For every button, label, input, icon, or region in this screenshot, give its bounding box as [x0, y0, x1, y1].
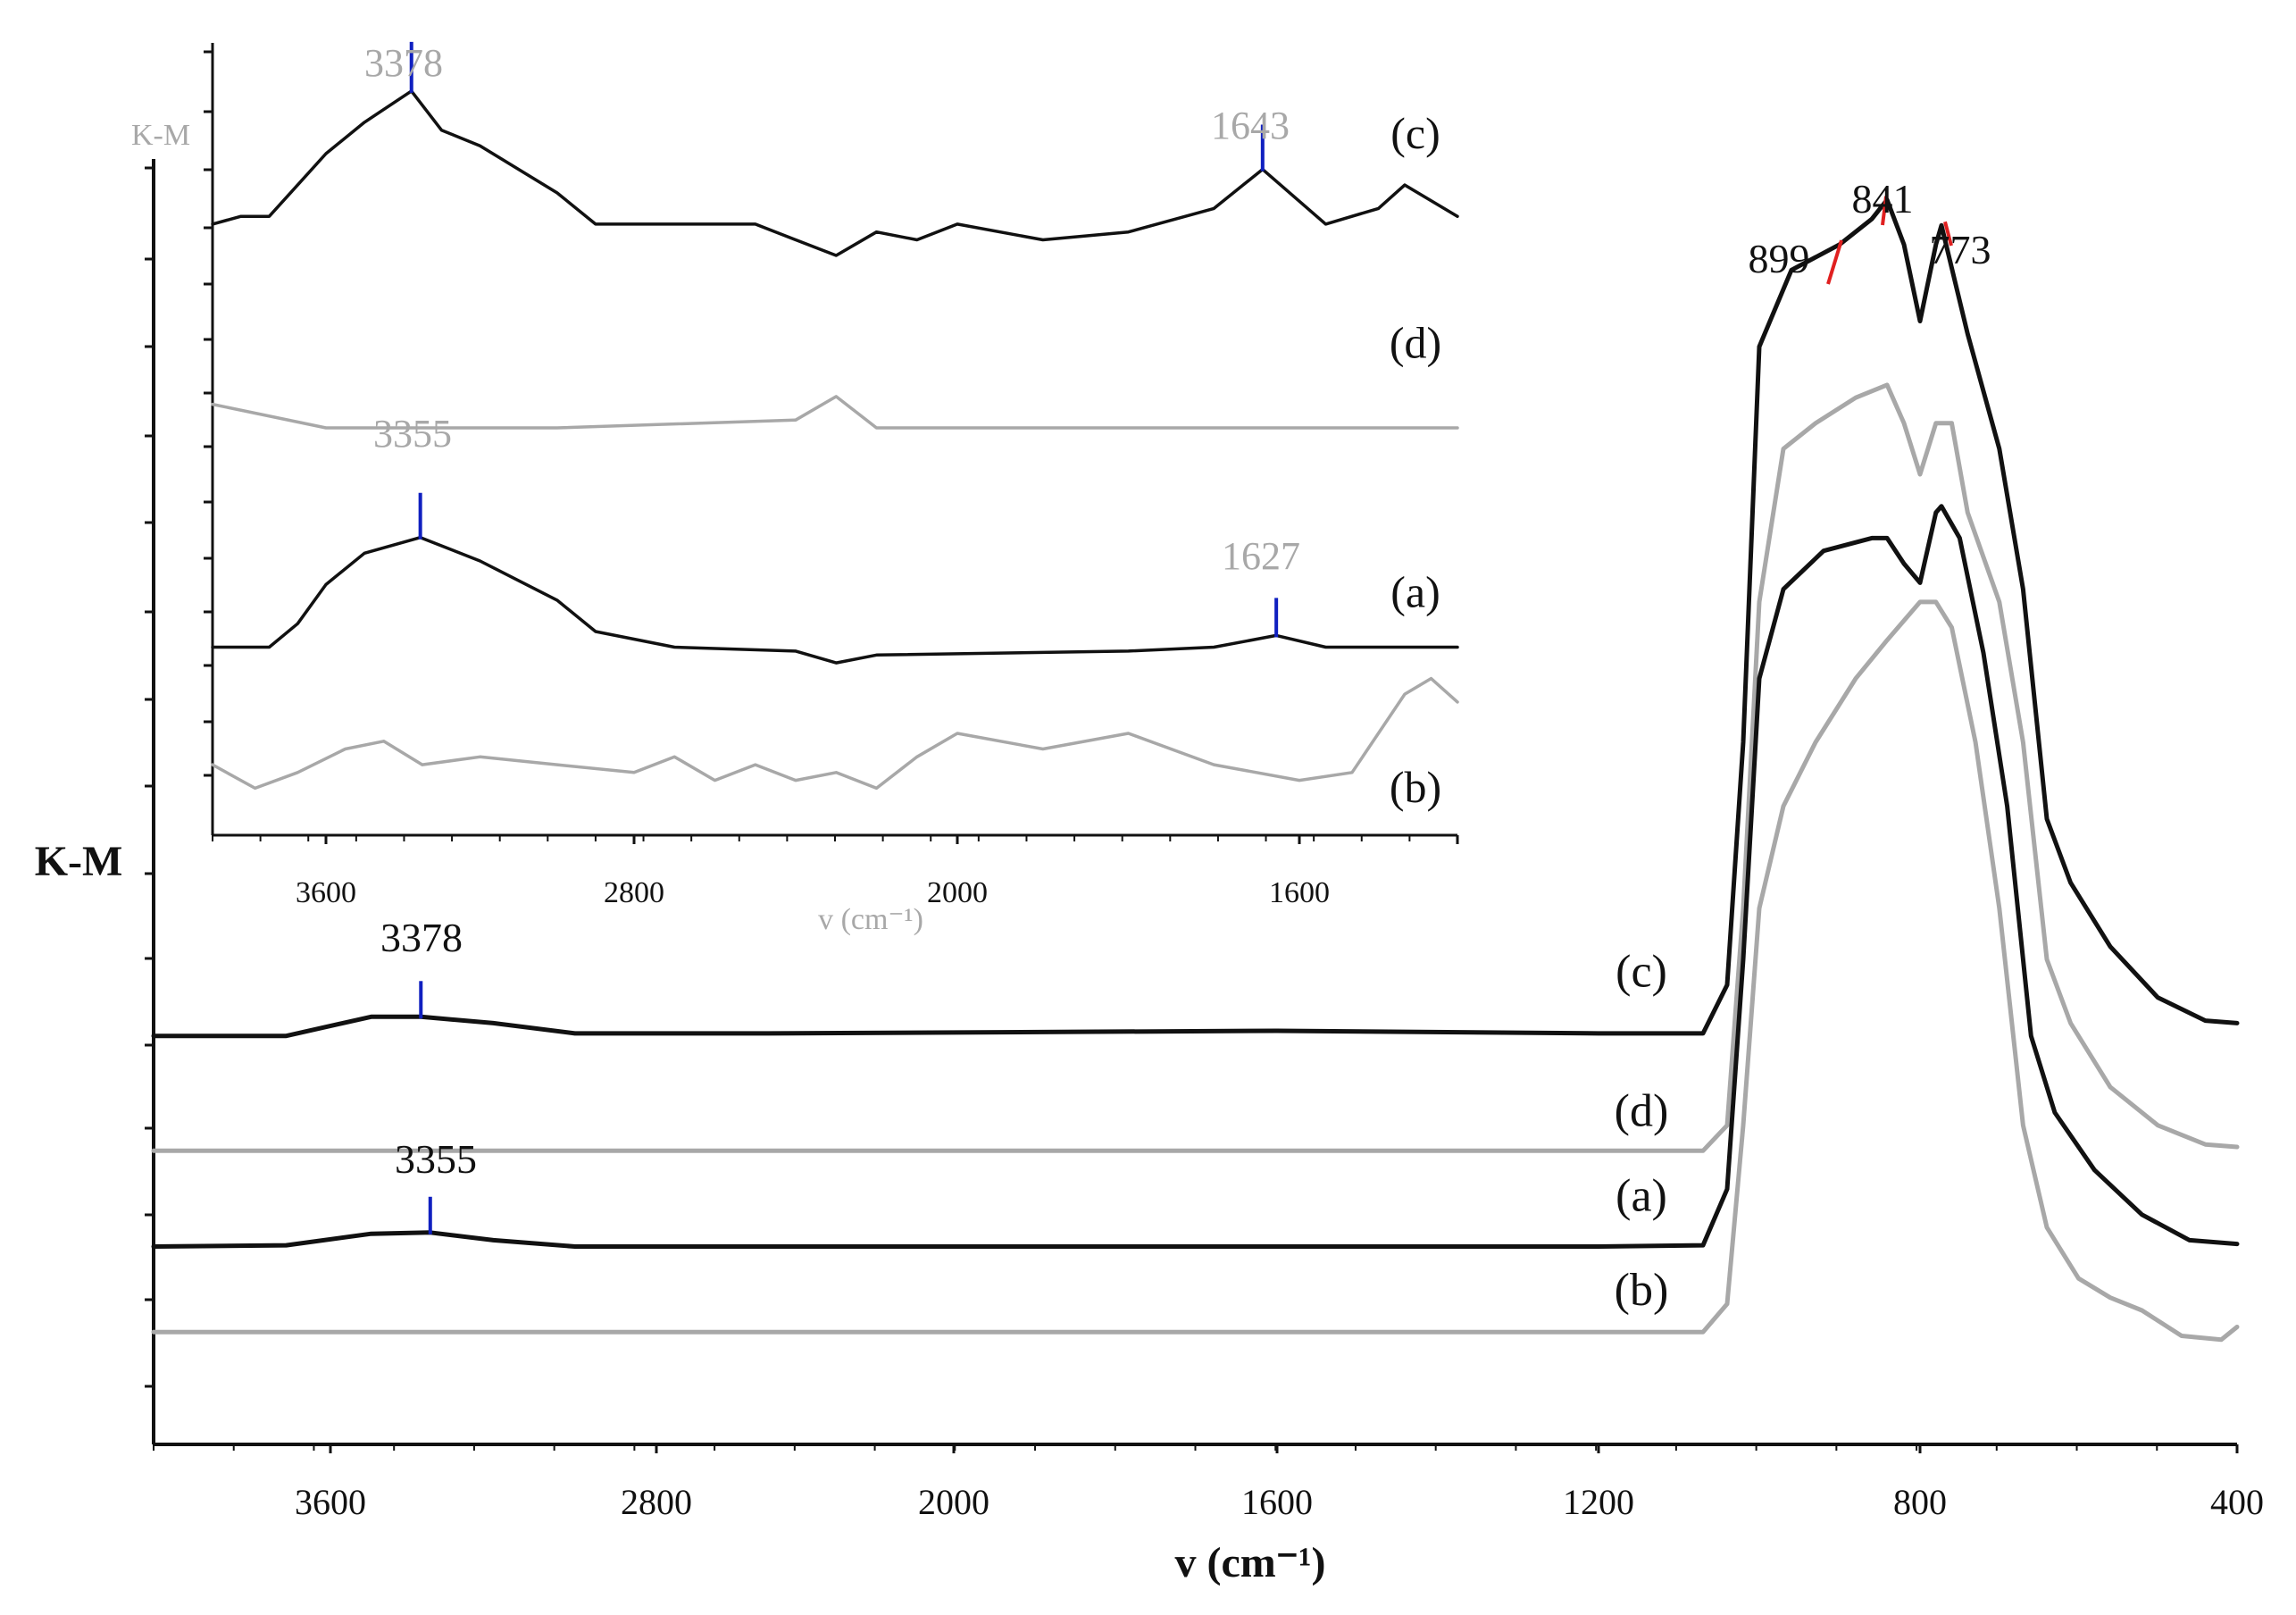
main-series-label-d: (d) — [1615, 1085, 1669, 1136]
inset-x-tick-label: 2000 — [927, 876, 988, 909]
inset-series-label-d: (d) — [1390, 318, 1441, 368]
inset-peak-label-3378: 3378 — [364, 41, 443, 85]
inset-series-label-c: (c) — [1390, 108, 1440, 158]
main-x-tick-label: 1600 — [1241, 1482, 1313, 1522]
inset-series-label-b: (b) — [1390, 762, 1441, 812]
main-series-label-c: (c) — [1616, 947, 1667, 998]
main-series-d — [151, 382, 2240, 1153]
inset-x-tick-label: 1600 — [1269, 876, 1330, 909]
main-x-axis-title: v (cm⁻¹) — [1175, 1539, 1326, 1586]
inset-series-label-a: (a) — [1390, 567, 1440, 617]
main-x-tick-label: 400 — [2210, 1482, 2264, 1522]
main-series-c — [151, 197, 2240, 1039]
main-series-label-b: (b) — [1615, 1265, 1669, 1316]
main-peak-marker-899 — [1826, 239, 1843, 285]
inset-series-c — [211, 89, 1459, 257]
main-peak-marker-841 — [1881, 196, 1888, 226]
main-peak-label-899: 899 — [1749, 236, 1810, 281]
main-peak-label-3355: 3355 — [395, 1136, 477, 1182]
inset-series-b — [211, 676, 1459, 791]
main-x-tick-label: 800 — [1893, 1482, 1947, 1522]
main-peak-label-841: 841 — [1852, 176, 1914, 222]
main-x-tick-label: 2800 — [621, 1482, 692, 1522]
inset-y-axis-title: K-M — [131, 119, 190, 152]
inset-series-d — [211, 395, 1459, 430]
main-x-tick-label: 1200 — [1563, 1482, 1634, 1522]
inset-x-tick-label: 2800 — [604, 876, 664, 909]
main-x-tick-label: 3600 — [295, 1482, 366, 1522]
main-series-label-a: (a) — [1616, 1171, 1667, 1222]
main-y-axis-title: K-M — [35, 838, 123, 885]
main-peak-marker-773 — [1943, 221, 1953, 247]
inset-peak-label-1627: 1627 — [1222, 534, 1300, 578]
main-series-b — [151, 599, 2240, 1343]
inset-x-axis-title: v (cm⁻¹) — [818, 903, 923, 936]
inset-peak-label-3355: 3355 — [373, 412, 452, 456]
main-peak-label-773: 773 — [1930, 227, 1991, 272]
inset-x-tick-label: 3600 — [296, 876, 356, 909]
inset-peak-label-1643: 1643 — [1211, 104, 1290, 147]
main-series-a — [151, 504, 2240, 1249]
main-x-tick-label: 2000 — [918, 1482, 989, 1522]
main-peak-label-3378: 3378 — [380, 915, 463, 960]
